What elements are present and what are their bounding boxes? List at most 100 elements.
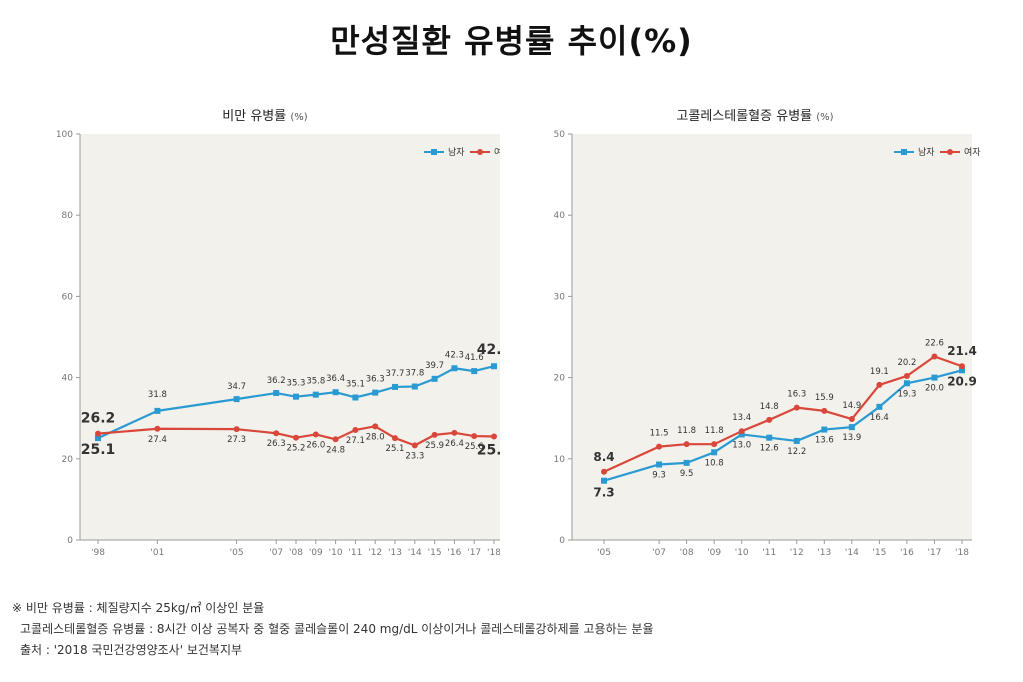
data-point	[903, 380, 910, 387]
data-label: 23.3	[405, 451, 424, 461]
x-tick-label: '12	[368, 548, 382, 558]
data-point	[372, 423, 379, 430]
data-point	[711, 449, 718, 456]
x-tick-label: '17	[467, 548, 481, 558]
data-point	[766, 416, 773, 423]
data-label: 26.0	[306, 440, 325, 450]
data-point	[95, 430, 101, 437]
data-label: 24.8	[326, 445, 345, 455]
data-point	[95, 435, 101, 442]
data-point	[766, 434, 773, 441]
data-point	[876, 403, 883, 410]
data-label: 41.6	[465, 353, 484, 363]
data-label: 14.9	[842, 401, 861, 411]
data-label: 26.3	[267, 439, 286, 449]
data-point	[233, 396, 240, 403]
y-tick-label: 20	[554, 374, 566, 384]
data-label: 11.8	[705, 426, 724, 436]
data-point	[491, 433, 497, 440]
data-point	[848, 424, 855, 431]
data-label: 15.9	[815, 393, 834, 403]
obesity-line-chart: 0 20 40 60 80 100 '98 '01 '05 '07 '08 '09 '10 '11 '12 '…	[56, 130, 500, 558]
data-point	[848, 416, 855, 423]
x-tick-label: '15	[872, 548, 886, 558]
data-label: 27.4	[148, 435, 167, 445]
data-label: 26.2	[81, 411, 116, 427]
legend-label: 여자	[964, 146, 981, 158]
obesity-chart-unit: (%)	[290, 112, 308, 123]
data-point	[431, 375, 438, 382]
data-label: 19.3	[897, 389, 916, 399]
data-point	[411, 383, 418, 390]
data-point	[451, 365, 458, 372]
obesity-chart-title: 비만 유병률 (%)	[30, 105, 500, 124]
x-tick-label: '08	[680, 548, 694, 558]
x-tick-label: '15	[428, 548, 442, 558]
data-label: 34.7	[227, 382, 246, 392]
x-tick-label: '13	[817, 548, 831, 558]
y-tick-label: 40	[62, 374, 74, 384]
data-label: 37.7	[386, 369, 405, 379]
obesity-chart-title-text: 비만 유병률	[222, 109, 287, 124]
y-tick-label: 100	[56, 130, 73, 140]
data-label: 25.1	[81, 442, 116, 458]
footnote-source: 출처 : '2018 국민건강영양조사' 보건복지부	[20, 643, 243, 657]
data-point	[931, 374, 938, 381]
x-tick-label: '10	[735, 548, 749, 558]
data-point	[601, 468, 607, 475]
cholesterol-chart-unit: (%)	[816, 112, 834, 123]
data-label: 42.8	[477, 342, 500, 358]
data-label: 10.8	[705, 458, 724, 468]
legend-label: 여자	[494, 146, 500, 158]
data-label: 35.8	[306, 377, 325, 387]
data-label: 16.4	[870, 413, 889, 423]
data-label: 25.9	[425, 441, 444, 451]
data-point	[431, 431, 438, 438]
data-label: 22.6	[925, 338, 944, 348]
data-point	[793, 404, 800, 411]
data-label: 13.4	[732, 413, 751, 423]
x-tick-label: '98	[91, 548, 105, 558]
data-point	[471, 433, 478, 440]
x-tick-label: '11	[348, 548, 362, 558]
data-point	[372, 389, 379, 396]
y-tick-label: 0	[559, 536, 565, 546]
data-label: 20.2	[897, 358, 916, 368]
data-point	[821, 426, 828, 433]
x-tick-label: '14	[408, 548, 422, 558]
legend-label: 남자	[448, 147, 465, 158]
x-tick-label: '08	[289, 548, 303, 558]
data-label: 13.0	[732, 440, 751, 450]
x-tick-label: '07	[269, 548, 283, 558]
data-label: 36.4	[326, 374, 345, 384]
data-label: 25.1	[386, 444, 405, 454]
data-label: 13.9	[842, 433, 861, 443]
data-label: 27.1	[346, 436, 365, 446]
x-tick-label: '16	[447, 548, 461, 558]
x-tick-label: '09	[309, 548, 323, 558]
data-point	[876, 381, 883, 388]
cholesterol-chart-panel: 고콜레스테롤혈증 유병률 (%) 0 10 20 30 40 50 '05 '07 '08 '09…	[520, 100, 990, 570]
data-point	[352, 426, 359, 433]
legend-item-male: 남자	[424, 147, 465, 158]
legend-marker	[901, 149, 907, 155]
data-label: 36.3	[366, 375, 385, 385]
y-tick-label: 50	[554, 130, 566, 140]
data-label: 8.4	[593, 450, 614, 464]
legend-item-female: 여자	[940, 146, 981, 158]
data-label: 28.0	[366, 432, 385, 442]
data-point	[601, 477, 607, 484]
data-label: 14.8	[760, 402, 779, 412]
data-point	[903, 372, 910, 379]
data-point	[293, 434, 299, 441]
footnote-cholesterol-definition: 고콜레스테롤혈증 유병률 : 8시간 이상 공복자 중 혈중 콜레슬롤이 240…	[20, 622, 654, 636]
data-label: 35.1	[346, 379, 365, 389]
data-point	[683, 459, 690, 466]
data-label: 20.0	[925, 384, 944, 394]
data-point	[711, 441, 718, 448]
data-point	[332, 436, 339, 443]
data-point	[352, 394, 359, 401]
data-point	[656, 461, 663, 468]
data-point	[392, 383, 398, 390]
y-tick-label: 80	[62, 211, 74, 221]
